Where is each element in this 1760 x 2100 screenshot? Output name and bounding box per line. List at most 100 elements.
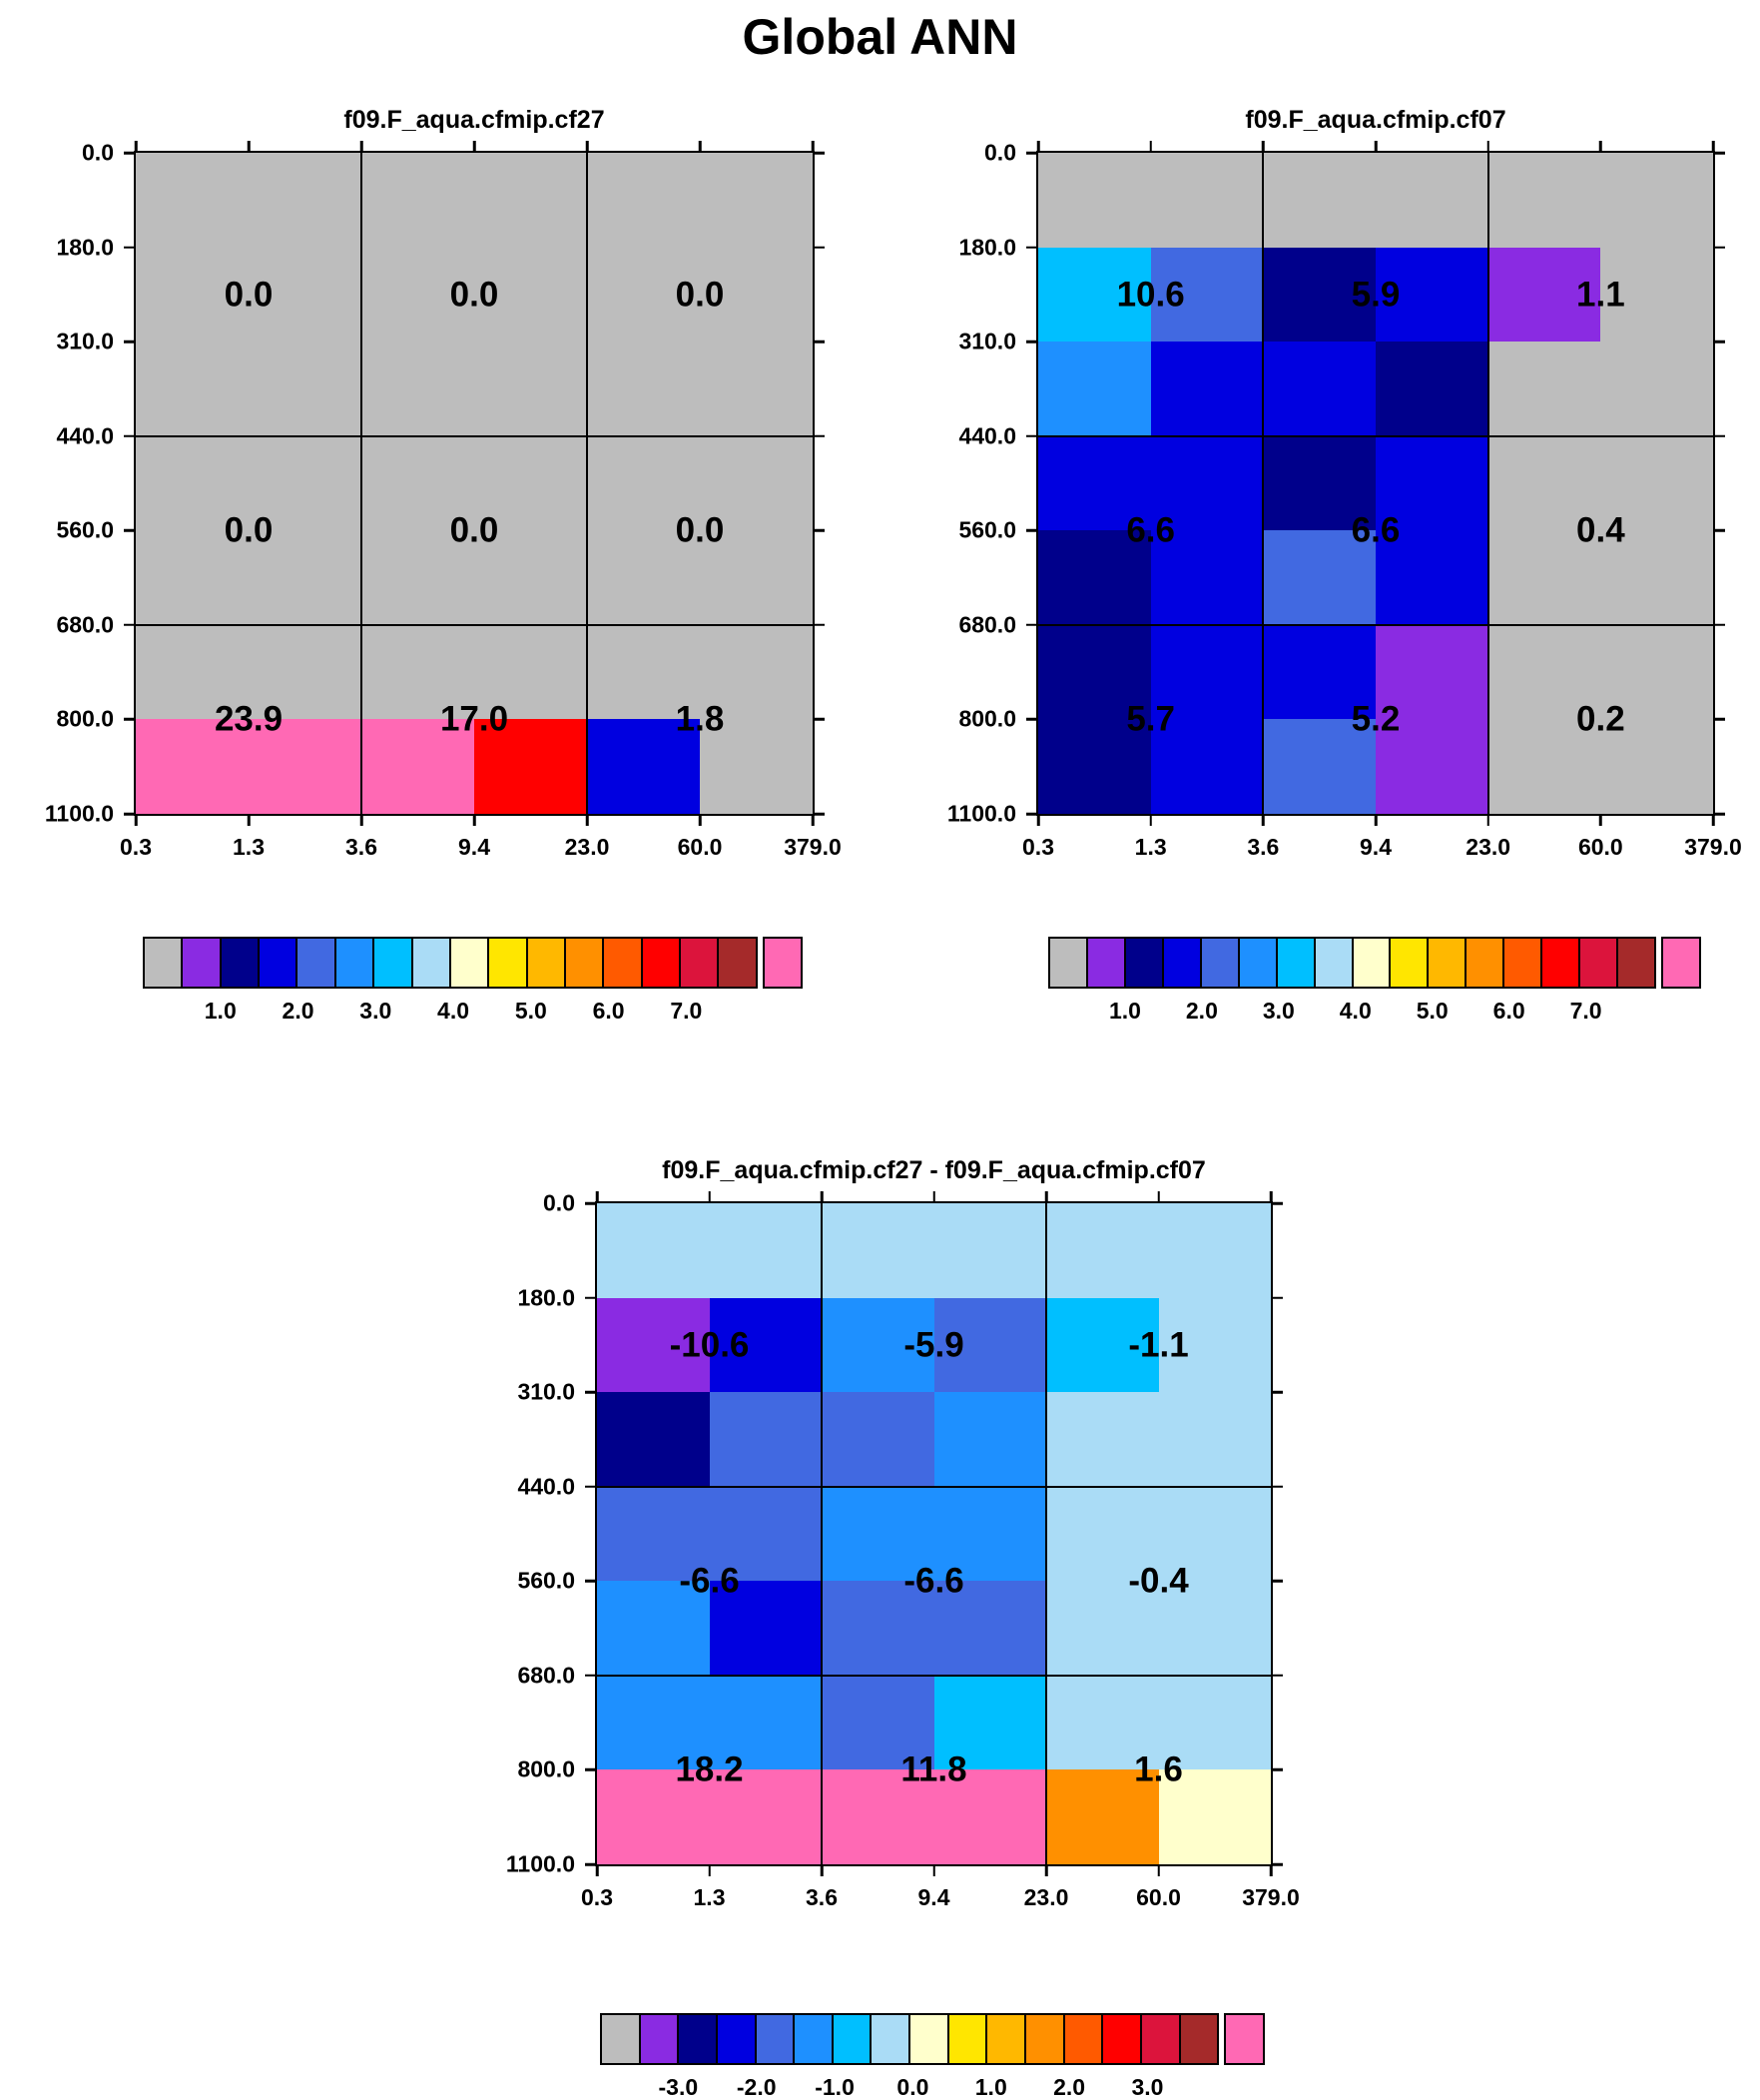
- block-value-low-thick: 1.8: [675, 699, 725, 739]
- heatmap-cell-r2-c4: [474, 247, 587, 343]
- block-value-mid-medium: -6.6: [903, 1561, 964, 1601]
- heatmap-cell-r5-c6: [1158, 1581, 1271, 1676]
- y-tick-label: 800.0: [56, 705, 114, 732]
- heatmap-cell-r6-c1: [597, 1675, 710, 1770]
- y-axis-tick-right: [1713, 151, 1725, 155]
- heatmap-cell-r4-c3: [361, 435, 474, 531]
- colorbar-box-14: [1540, 937, 1581, 989]
- y-tick-label: 1100.0: [505, 1850, 575, 1877]
- x-axis-tick-top: [698, 141, 702, 153]
- y-tick-label: 0.0: [984, 139, 1016, 166]
- y-axis-tick-left: [124, 151, 136, 155]
- x-tick-label: 23.0: [564, 834, 610, 860]
- heatmap-cell-r1-c4: [474, 153, 587, 248]
- heatmap-cell-r4-c5: [1487, 435, 1601, 531]
- x-axis-tick-top: [1374, 141, 1378, 153]
- heatmap-cell-r2-c4: [933, 1297, 1046, 1393]
- panel-diff-title: f09.F_aqua.cfmip.cf27 - f09.F_aqua.cfmip…: [662, 1156, 1206, 1184]
- colorbar-box-2: [638, 2013, 680, 2065]
- colorbar-tick-label: 1.0: [974, 2074, 1007, 2100]
- heatmap-cell-r1-c2: [1150, 153, 1264, 248]
- x-axis-tick-top: [1036, 141, 1040, 153]
- heatmap-cell-r7-c6: [1158, 1769, 1271, 1864]
- y-axis-tick-left: [585, 1485, 597, 1488]
- colorbar-diff-boxes: [600, 2013, 1265, 2065]
- heatmap-cell-r6-c2: [1150, 624, 1264, 720]
- y-tick-label: 0.0: [543, 1189, 575, 1216]
- y-axis-tick-left: [585, 1674, 597, 1678]
- colorbar-box-5: [754, 2013, 796, 2065]
- y-axis-tick-right: [813, 246, 825, 249]
- colorbar-tick-label: 4.0: [437, 998, 470, 1024]
- colorbar-tick-label: 7.0: [670, 998, 703, 1024]
- x-tick-label: 9.4: [1360, 834, 1392, 860]
- group-divider-horizontal-2: [597, 1674, 1271, 1677]
- y-tick-label: 680.0: [56, 611, 114, 638]
- heatmap-cell-r6-c1: [136, 624, 249, 720]
- y-axis-tick-right: [1271, 1768, 1283, 1771]
- colorbar-tick-label: 4.0: [1339, 998, 1372, 1024]
- block-value-high-thin: -10.6: [669, 1325, 750, 1365]
- heatmap-cell-r3-c5: [587, 342, 700, 436]
- colorbar-box-6: [333, 937, 375, 989]
- x-axis-tick-bottom: [1262, 814, 1265, 826]
- heatmap-cell-r2-c1: [1038, 247, 1151, 343]
- block-value-low-thick: 1.6: [1134, 1750, 1183, 1789]
- y-axis-tick-left: [585, 1201, 597, 1205]
- colorbar-box-17: [762, 937, 804, 989]
- y-axis-tick-right: [813, 151, 825, 155]
- colorbar-box-15: [1139, 2013, 1181, 2065]
- x-axis-tick-bottom: [811, 814, 815, 826]
- x-axis-tick-bottom: [1486, 814, 1489, 826]
- heatmap-cell-r3-c6: [700, 342, 813, 436]
- colorbar-tick-label: 3.0: [1262, 998, 1295, 1024]
- heatmap-cell-r3-c4: [933, 1392, 1046, 1487]
- y-axis-tick-right: [1271, 1201, 1283, 1205]
- heatmap-cell-r2-c5: [587, 247, 700, 343]
- colorbar-box-8: [870, 2013, 911, 2065]
- colorbar-box-13: [602, 937, 643, 989]
- colorbar-tick-label: 6.0: [592, 998, 625, 1024]
- heatmap-cell-r7-c1: [597, 1769, 710, 1864]
- colorbar-tick-label: 2.0: [1185, 998, 1218, 1024]
- heatmap-cell-r3-c4: [474, 342, 587, 436]
- heatmap-cell-r7-c3: [1263, 719, 1376, 814]
- x-tick-label: 379.0: [1684, 834, 1742, 860]
- colorbar-tick-label: 1.0: [204, 998, 237, 1024]
- x-axis-tick-bottom: [1269, 1864, 1273, 1876]
- y-axis-tick-left: [1026, 434, 1038, 437]
- y-tick-label: 310.0: [958, 328, 1016, 354]
- block-value-mid-thin: 0.0: [224, 510, 274, 550]
- heatmap-cell-r1-c5: [1046, 1203, 1159, 1298]
- x-axis-tick-top: [1599, 141, 1602, 153]
- colorbar-tick-label: 6.0: [1492, 998, 1525, 1024]
- colorbar-box-13: [1502, 937, 1543, 989]
- colorbar-box-4: [715, 2013, 757, 2065]
- y-axis-tick-left: [585, 1580, 597, 1583]
- x-tick-label: 0.3: [581, 1884, 613, 1910]
- x-tick-label: 1.3: [693, 1884, 726, 1910]
- heatmap-cell-r2-c2: [249, 247, 361, 343]
- heatmap-cell-r6-c5: [1046, 1675, 1159, 1770]
- heatmap-cell-r1-c1: [597, 1203, 710, 1298]
- heatmap-cell-r7-c2: [1150, 719, 1264, 814]
- group-divider-vertical-2: [1486, 153, 1489, 814]
- y-tick-label: 1100.0: [946, 800, 1016, 827]
- y-tick-label: 180.0: [958, 234, 1016, 261]
- heatmap-cell-r6-c4: [1375, 624, 1488, 720]
- heatmap-cell-r5-c6: [700, 530, 813, 625]
- heatmap-cell-r6-c6: [1600, 624, 1713, 720]
- heatmap-cell-r5-c1: [136, 530, 249, 625]
- group-divider-vertical-1: [821, 1203, 823, 1864]
- x-axis-tick-bottom: [1044, 1864, 1048, 1876]
- x-axis-tick-top: [811, 141, 815, 153]
- block-value-mid-thin: -6.6: [679, 1561, 740, 1601]
- x-axis-tick-top: [1269, 1191, 1273, 1203]
- panel-cf07-plot: 10.6 5.9 1.1 6.6 6.6 0.4 5.7 5.2 0.2 0.3 1.3 3.6 9.4…: [947, 140, 1742, 861]
- x-axis-tick-bottom: [932, 1864, 935, 1876]
- heatmap-cell-r2-c3: [1263, 247, 1376, 343]
- panel-cf27-cells: [136, 153, 813, 814]
- panel-cf27-plot: 0.0 0.0 0.0 0.0 0.0 0.0 23.9 17.0 1.8 0.3 1.3 3.6 9.…: [45, 140, 842, 861]
- x-axis-tick-top: [932, 1191, 935, 1203]
- heatmap-cell-r5-c5: [1046, 1581, 1159, 1676]
